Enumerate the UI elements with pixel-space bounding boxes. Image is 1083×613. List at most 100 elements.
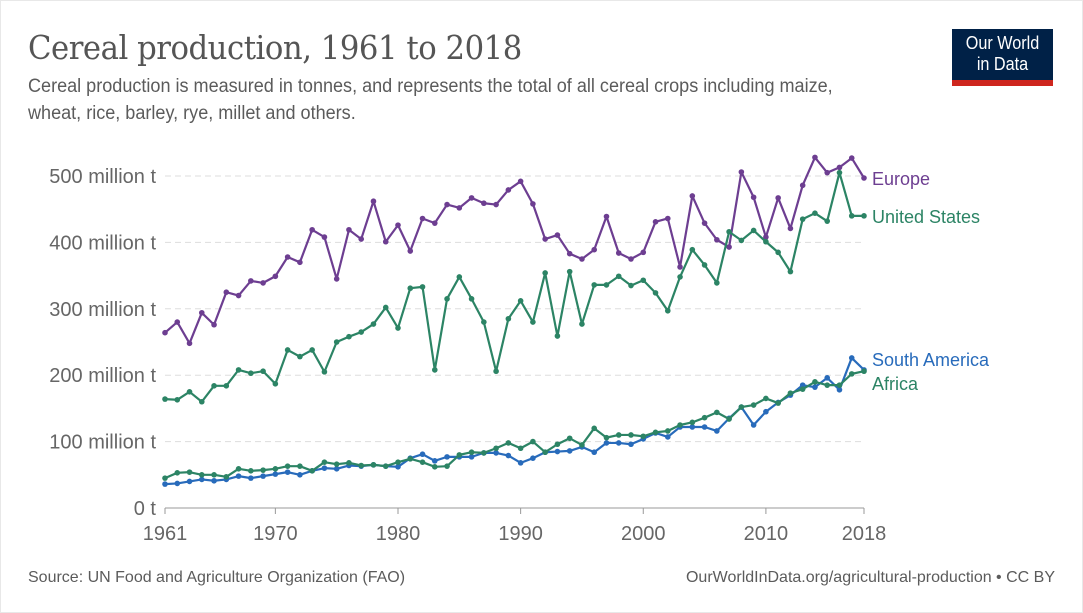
data-point [787,390,794,396]
data-point [763,408,769,415]
data-point [162,396,168,402]
legend-label-united-states: United States [872,207,980,227]
data-point [517,445,524,452]
y-tick-label: 400 million t [49,232,156,254]
data-point [419,284,426,290]
data-point [444,454,450,460]
data-point [714,428,720,434]
x-tick-label: 1990 [498,523,543,545]
data-point [738,404,745,410]
data-point [689,419,696,426]
data-point [431,458,438,464]
data-point [493,445,499,452]
data-point [775,249,781,256]
data-point [272,471,279,477]
data-point [701,262,708,268]
data-point [652,429,659,436]
series-line [164,171,864,403]
data-point [358,462,365,469]
data-point [836,387,843,393]
data-point [333,461,340,467]
source-url-link[interactable]: OurWorldInData.org/agricultural-producti… [685,569,1055,586]
data-point [284,463,291,469]
y-axis-ticks: 0 t 100 million t 200 million t 300 million… [49,166,156,520]
data-point [836,164,843,171]
series-lines [162,154,867,487]
data-point [346,460,352,466]
data-point [689,193,696,199]
x-tick-label: 2010 [744,523,789,545]
data-point [824,382,831,388]
data-point [223,289,230,296]
data-point [738,237,745,244]
data-point [333,339,340,345]
data-point [530,438,536,445]
data-point [517,298,524,304]
data-point [799,182,806,189]
data-point [836,169,843,176]
data-point [750,422,757,428]
data-point [333,466,340,472]
data-point [664,307,671,314]
data-point [468,454,475,460]
data-point [701,414,708,421]
data-point [260,473,266,479]
data-point [677,274,683,280]
data-point [836,382,843,388]
data-point [750,194,757,201]
x-tick-label: 2000 [621,523,666,545]
data-point [530,455,536,462]
data-point [591,425,598,432]
data-point [198,309,205,316]
data-point [615,273,622,280]
data-point [689,424,696,430]
data-point [444,201,450,208]
data-point [284,347,291,353]
data-point [395,325,401,331]
data-point [444,463,450,469]
data-point [248,370,254,377]
data-point [186,469,193,475]
data-point [640,433,647,440]
data-point [628,432,634,438]
data-point [848,371,855,377]
legend: Europe United States South America Africa [872,169,990,394]
data-point [419,451,426,458]
data-point [848,155,855,161]
data-point [382,463,389,469]
data-point [677,422,683,428]
series-line [164,370,865,480]
series-africa [162,368,867,481]
data-point [579,256,585,262]
data-point [211,477,217,484]
data-point [726,244,732,250]
data-point [579,321,585,327]
data-point [812,154,818,161]
data-point [640,277,647,284]
data-point [162,329,168,336]
data-point [223,383,230,389]
data-point [297,472,303,478]
data-point [456,274,463,280]
data-point [763,234,769,240]
data-point [358,236,365,242]
data-point [640,249,647,256]
data-point [456,205,463,211]
legend-label-africa: Africa [872,374,919,394]
data-point [382,238,389,245]
data-point [787,268,794,275]
data-point [382,304,389,311]
data-point [321,234,328,240]
data-point [321,465,328,471]
y-tick-label: 100 million t [49,432,156,454]
owid-logo[interactable]: Our World in Data [952,29,1053,86]
data-point [750,402,757,408]
y-tick-label: 0 t [134,498,157,520]
data-point [174,470,181,476]
data-point [714,409,720,416]
data-point [309,226,315,233]
data-point [615,432,622,438]
data-point [775,400,781,406]
data-point [517,178,524,185]
data-point [848,355,855,361]
